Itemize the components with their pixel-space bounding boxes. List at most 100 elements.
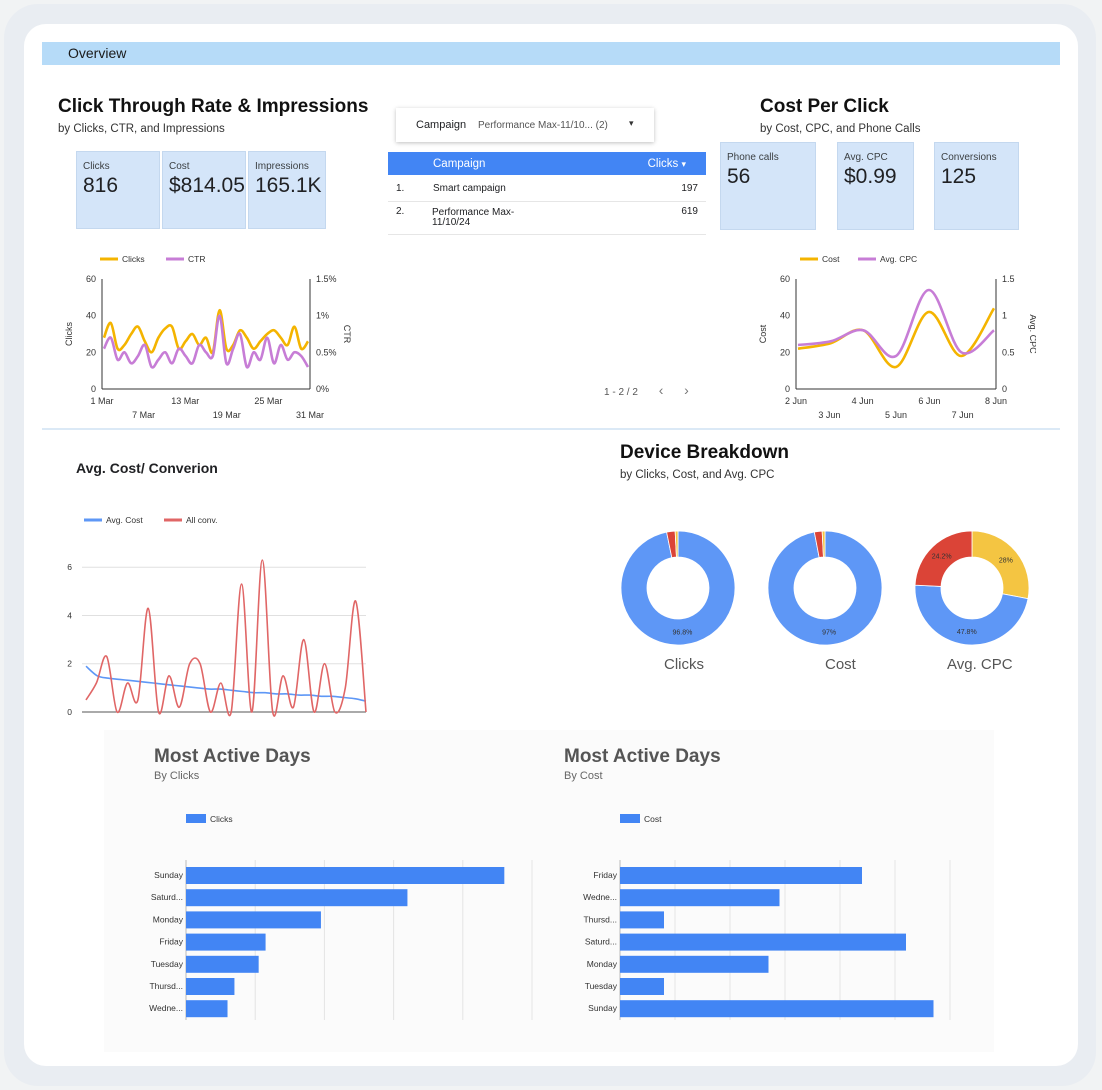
x-tick-label: 13 Mar <box>171 396 199 406</box>
y2-axis-label: Avg. CPC <box>1028 314 1036 354</box>
y2-tick-label: 1% <box>316 311 329 321</box>
kpi-label: Cost <box>169 161 190 172</box>
y-axis-label: Clicks <box>64 322 74 346</box>
table-row[interactable]: 2. Performance Max- 11/10/24 619 <box>388 201 706 235</box>
bar <box>186 978 235 995</box>
legend-label: Clicks <box>122 254 145 264</box>
y2-axis-label: CTR <box>342 325 352 344</box>
kpi-clicks: Clicks 816 <box>76 151 160 229</box>
kpi-value: 165.1K <box>255 174 322 197</box>
row-index: 1. <box>388 175 432 202</box>
y-tick-label: 40 <box>780 311 790 321</box>
y-tick-label: 20 <box>780 347 790 357</box>
series-line <box>102 308 310 355</box>
cpc-subtitle: by Cost, CPC, and Phone Calls <box>760 123 921 135</box>
conv-line-chart: Avg. Cost All conv. 0 2 4 6 <box>67 515 367 717</box>
bar <box>186 911 321 929</box>
bars-clicks-title: Most Active Days <box>154 746 311 767</box>
legend-swatch <box>620 814 640 823</box>
legend-label: Clicks <box>210 814 233 824</box>
row-campaign-line2: 11/10/24 <box>432 217 471 228</box>
category-label: Friday <box>593 870 617 880</box>
y2-tick-label: 0 <box>1002 384 1007 394</box>
y2-tick-label: 0.5 <box>1002 347 1015 357</box>
avg-cpc-donut-chart: 28% 47.8% 24.2% <box>914 530 1030 646</box>
y-tick-label: 20 <box>86 347 96 357</box>
bar <box>186 955 259 973</box>
category-label: Sunday <box>154 870 184 880</box>
table-pager: 1 - 2 / 2 ‹ › <box>604 382 689 398</box>
kpi-label: Avg. CPC <box>844 152 888 163</box>
series-line <box>85 559 367 717</box>
y-tick-label: 60 <box>780 274 790 284</box>
donut-label-clicks: Clicks <box>664 656 704 673</box>
legend-label: Avg. Cost <box>106 515 143 525</box>
category-label: Wedne... <box>583 892 617 902</box>
row-campaign: Smart campaign <box>432 175 592 202</box>
bar <box>620 933 906 951</box>
y2-tick-label: 0% <box>316 384 329 394</box>
x-tick-label: 31 Mar <box>296 410 324 420</box>
donut-label-avg-cpc: Avg. CPC <box>947 656 1013 673</box>
bars-cost-title: Most Active Days <box>564 746 721 767</box>
clicks-header-label: Clicks <box>647 157 679 170</box>
y-axis-label: Cost <box>758 324 768 343</box>
kpi-value: 816 <box>83 174 119 197</box>
donut-label-cost: Cost <box>825 656 856 673</box>
conv-title: Avg. Cost/ Converion <box>76 460 218 476</box>
bar <box>620 955 769 973</box>
chevron-left-icon[interactable]: ‹ <box>658 382 664 398</box>
row-campaign-line1: Performance Max- <box>432 207 515 218</box>
y-tick-label: 0 <box>91 384 96 394</box>
caret-down-icon: ▾ <box>629 118 634 128</box>
ctr-line-chart: Clicks CTR 0 20 40 60 0% 0.5% 1% 1.5% 1 Mar 7 Mar 13… <box>64 254 352 420</box>
x-tick-label: 6 Jun <box>918 396 940 406</box>
bars-clicks-subtitle: By Clicks <box>154 770 200 782</box>
x-tick-label: 3 Jun <box>818 410 840 420</box>
kpi-value: $814.05 <box>169 174 245 197</box>
series-line <box>797 307 996 369</box>
cost-bar-chart: Cost8090100110120130140FridayWedne...Thu… <box>583 814 951 1020</box>
series-line <box>797 288 995 359</box>
table-row[interactable]: 1. Smart campaign 197 <box>388 175 706 202</box>
x-tick-label: 7 Jun <box>952 410 974 420</box>
x-tick-label: 2 Jun <box>785 396 807 406</box>
x-tick-label: 5 Jun <box>885 410 907 420</box>
y2-tick-label: 0.5% <box>316 347 337 357</box>
campaign-table: Campaign Clicks ▾ 1. Smart campaign 197 … <box>388 152 706 235</box>
table-header-index <box>388 152 432 175</box>
y-tick-label: 4 <box>67 610 72 620</box>
pie-slice <box>821 530 826 558</box>
y-tick-label: 40 <box>86 311 96 321</box>
cpc-title: Cost Per Click <box>760 96 889 117</box>
kpi-value: $0.99 <box>844 165 897 188</box>
campaign-filter-select[interactable]: Campaign Performance Max-11/10... (2) ▾ <box>396 108 654 142</box>
kpi-phone-calls: Phone calls 56 <box>720 142 816 230</box>
kpi-value: 56 <box>727 165 751 188</box>
y-tick-label: 60 <box>86 274 96 284</box>
ctr-title: Click Through Rate & Impressions <box>58 96 369 117</box>
category-label: Sunday <box>588 1003 618 1013</box>
category-label: Thursd... <box>149 981 183 991</box>
kpi-cost: Cost $814.05 <box>162 151 246 229</box>
cpc-line-chart: Cost Avg. CPC 0 20 40 60 0 0.5 1 1.5 2 Jun 3 Jun 4 J… <box>758 254 1036 420</box>
chevron-right-icon[interactable]: › <box>684 382 689 398</box>
y-tick-label: 0 <box>67 707 72 717</box>
kpi-value: 125 <box>941 165 977 188</box>
overview-header[interactable]: Overview <box>42 42 1060 65</box>
table-header-campaign[interactable]: Campaign <box>432 152 592 175</box>
row-campaign: Performance Max- 11/10/24 <box>432 201 592 235</box>
category-label: Wedne... <box>149 1003 183 1013</box>
kpi-label: Conversions <box>941 152 997 163</box>
kpi-label: Phone calls <box>727 152 779 163</box>
table-header-clicks[interactable]: Clicks ▾ <box>591 152 706 175</box>
category-label: Monday <box>153 914 184 924</box>
device-title: Device Breakdown <box>620 442 789 463</box>
legend-label: Avg. CPC <box>880 254 917 264</box>
legend-label: CTR <box>188 254 205 264</box>
bar <box>620 889 780 907</box>
pie-slice <box>914 584 1029 646</box>
bar <box>620 1000 934 1018</box>
x-tick-label: 19 Mar <box>213 410 241 420</box>
slice-label: 96.8% <box>672 629 692 636</box>
